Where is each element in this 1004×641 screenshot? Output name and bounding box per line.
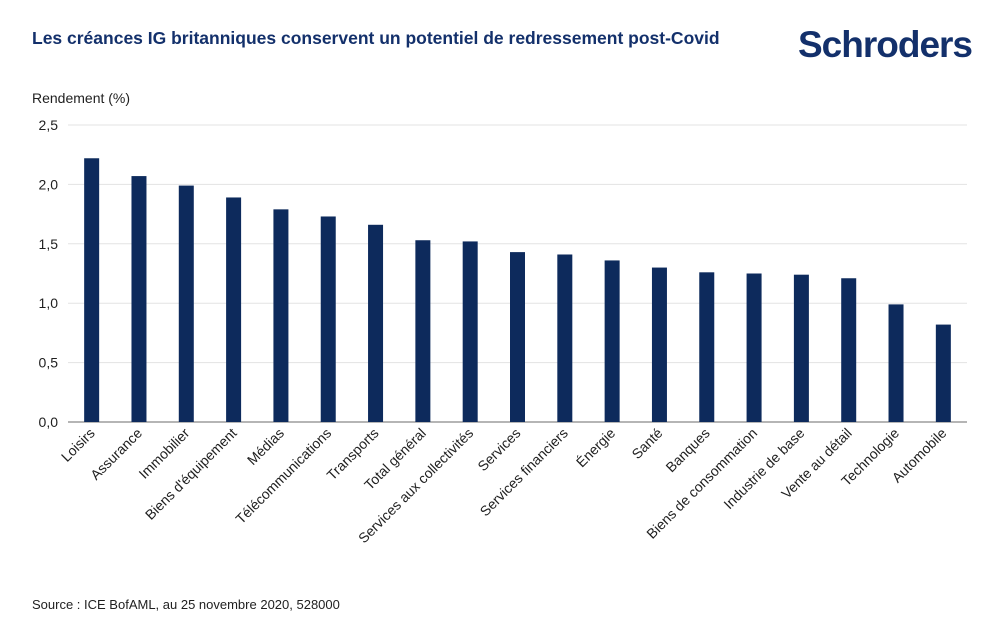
bar bbox=[699, 272, 715, 422]
bar bbox=[793, 274, 809, 422]
x-tick-label: Télécommunications bbox=[232, 425, 334, 527]
x-tick-label: Services financiers bbox=[477, 425, 571, 519]
y-tick-label: 1,0 bbox=[39, 295, 59, 311]
x-tick-label: Santé bbox=[628, 425, 665, 462]
bar bbox=[651, 267, 667, 422]
bar bbox=[131, 176, 147, 422]
x-tick-label: Services bbox=[474, 425, 523, 474]
x-tick-label: Loisirs bbox=[58, 425, 98, 465]
schroders-logo: Schroders bbox=[797, 24, 973, 65]
bar bbox=[415, 240, 431, 422]
x-tick-label: Assurance bbox=[87, 425, 145, 483]
x-tick-label: Biens d'équipement bbox=[142, 425, 240, 523]
y-tick-label: 0,5 bbox=[39, 355, 59, 371]
y-tick-label: 2,0 bbox=[39, 176, 59, 192]
chart-title: Les créances IG britanniques conservent … bbox=[32, 28, 720, 48]
bar bbox=[320, 216, 336, 422]
bar bbox=[888, 304, 904, 422]
y-axis-label: Rendement (%) bbox=[32, 90, 131, 106]
bar bbox=[841, 278, 857, 422]
source-note: Source : ICE BofAML, au 25 novembre 2020… bbox=[32, 597, 340, 612]
bar bbox=[510, 252, 525, 422]
bar bbox=[84, 158, 100, 423]
bar bbox=[604, 260, 620, 422]
y-tick-label: 0,0 bbox=[39, 414, 59, 430]
y-tick-label: 2,5 bbox=[39, 117, 59, 133]
bar bbox=[178, 185, 194, 422]
x-tick-label: Médias bbox=[244, 425, 287, 468]
x-tick-label: Industrie de base bbox=[720, 425, 807, 512]
bar bbox=[368, 224, 384, 422]
bar bbox=[935, 324, 951, 422]
bar bbox=[462, 241, 478, 422]
x-tick-label: Énergie bbox=[573, 425, 619, 471]
bar bbox=[273, 209, 289, 422]
bar bbox=[746, 273, 762, 422]
bar bbox=[557, 254, 573, 422]
bar bbox=[226, 197, 242, 422]
bar-chart: 0,00,51,01,52,02,5LoisirsAssuranceImmobi… bbox=[39, 117, 967, 546]
y-tick-label: 1,5 bbox=[39, 236, 59, 252]
